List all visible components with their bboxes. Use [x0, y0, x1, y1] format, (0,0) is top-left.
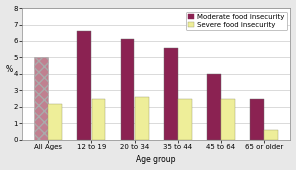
Y-axis label: %: % [6, 65, 13, 74]
Bar [207, 74, 221, 140]
Bar [221, 99, 235, 140]
Bar [178, 99, 192, 140]
Bar [120, 39, 134, 140]
Bar [164, 48, 178, 140]
Legend: Moderate food insecurity, Severe food insecurity: Moderate food insecurity, Severe food in… [186, 12, 287, 30]
X-axis label: Age group: Age group [136, 155, 176, 164]
Bar [49, 104, 62, 140]
Bar [264, 130, 278, 140]
Bar [34, 57, 48, 140]
Bar [250, 99, 264, 140]
Bar [92, 99, 105, 140]
Bar [77, 31, 91, 140]
Bar [135, 97, 149, 140]
